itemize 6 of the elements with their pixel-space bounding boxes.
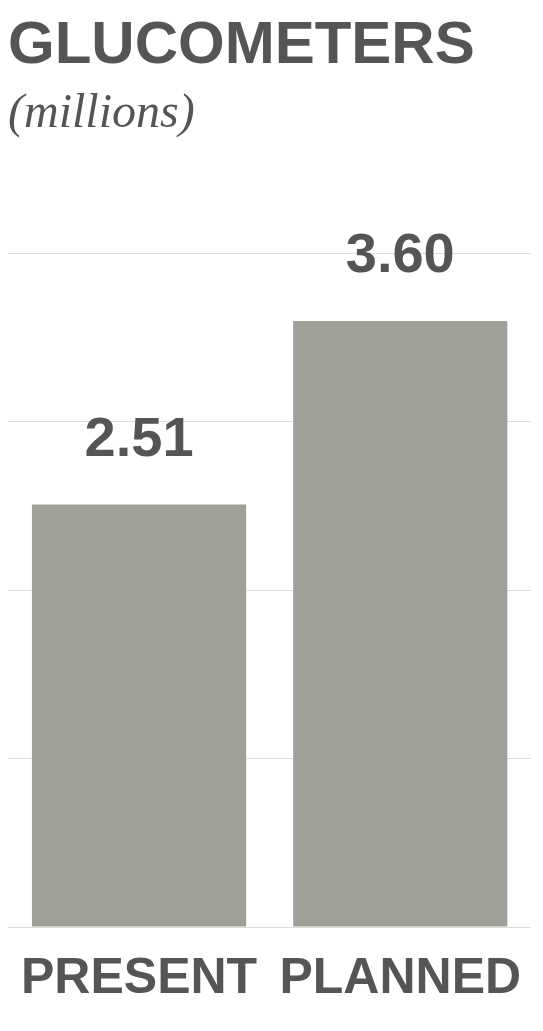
x-tick-label: PRESENT [20,947,258,1004]
chart-subtitle: (millions) [8,84,195,139]
x-tick-label: PLANNED [279,947,522,1004]
data-label: 2.51 [84,404,194,468]
chart-title: GLUCOMETERS [8,8,475,76]
data-label: 3.60 [345,221,455,285]
